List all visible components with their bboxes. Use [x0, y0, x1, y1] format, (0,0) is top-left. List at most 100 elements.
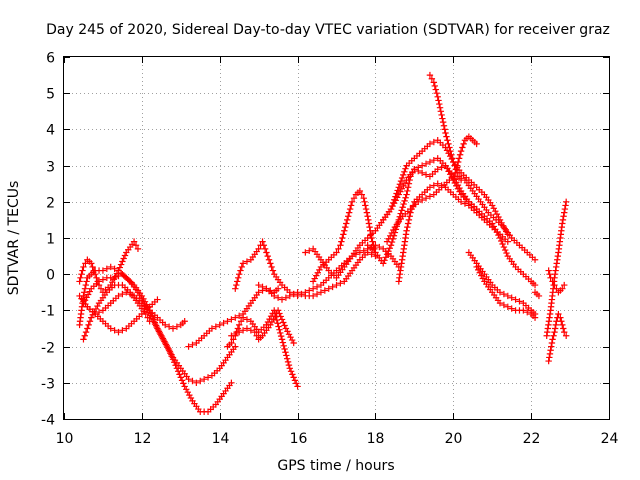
- data-point: [337, 242, 344, 249]
- data-point: [216, 321, 223, 329]
- data-point: [181, 318, 188, 325]
- data-point: [337, 280, 344, 287]
- data-point: [77, 274, 84, 282]
- data-point: [436, 100, 443, 108]
- data-point: [457, 147, 465, 155]
- data-point: [313, 290, 321, 298]
- data-point: [313, 272, 320, 279]
- data-point: [274, 307, 282, 314]
- data-point: [400, 171, 407, 179]
- data-point: [317, 289, 325, 296]
- data-point: [500, 290, 508, 298]
- data-point: [531, 281, 539, 289]
- data-point: [84, 325, 91, 332]
- data-point: [388, 202, 396, 210]
- data-point: [255, 289, 262, 296]
- data-point: [183, 386, 190, 393]
- data-point: [285, 331, 293, 338]
- data-point: [298, 290, 305, 298]
- data-point: [551, 328, 558, 336]
- data-point: [171, 359, 178, 366]
- series-track-25: [545, 267, 568, 296]
- data-point: [501, 246, 509, 254]
- data-point: [562, 332, 570, 339]
- data-point: [383, 251, 391, 258]
- data-point: [243, 325, 251, 332]
- data-point: [404, 223, 411, 231]
- data-point: [274, 294, 282, 301]
- data-point: [376, 243, 383, 251]
- data-point: [430, 79, 438, 86]
- data-point: [547, 274, 554, 282]
- data-point: [450, 176, 457, 184]
- data-point: [561, 328, 568, 336]
- data-point: [364, 249, 371, 256]
- data-point: [368, 234, 375, 242]
- data-point: [455, 155, 463, 162]
- series-track-21: [473, 263, 539, 321]
- data-point: [404, 184, 412, 191]
- data-point: [430, 182, 438, 189]
- data-point: [277, 332, 285, 340]
- data-point: [232, 314, 239, 321]
- data-point: [115, 267, 122, 274]
- data-point: [325, 285, 332, 292]
- y-axis-label: SDTVAR / TECUs: [6, 181, 22, 296]
- data-point: [498, 237, 505, 245]
- data-point: [276, 310, 283, 317]
- data-point: [399, 204, 406, 211]
- data-point: [253, 332, 260, 339]
- data-point: [500, 301, 508, 309]
- data-point: [189, 377, 196, 385]
- data-point: [83, 278, 90, 285]
- data-point: [561, 209, 568, 216]
- x-tick-label: 12: [134, 431, 152, 447]
- data-point: [440, 122, 448, 129]
- data-point: [273, 316, 281, 324]
- data-point: [453, 162, 461, 169]
- data-point: [237, 267, 244, 274]
- data-point: [176, 371, 183, 378]
- data-point: [228, 379, 235, 386]
- data-point: [237, 318, 245, 325]
- data-point: [184, 389, 191, 396]
- data-point: [169, 356, 177, 363]
- data-point: [333, 281, 340, 289]
- data-point: [302, 249, 309, 256]
- data-point: [80, 336, 87, 343]
- data-point: [112, 273, 119, 280]
- data-point: [398, 207, 405, 214]
- data-point: [111, 265, 118, 272]
- data-point: [243, 258, 251, 265]
- series-track-13: [309, 187, 379, 285]
- x-axis-label: GPS time / hours: [277, 458, 394, 474]
- data-point: [82, 328, 90, 336]
- data-point: [434, 166, 441, 173]
- data-point: [281, 322, 288, 329]
- series-track-6: [84, 296, 161, 336]
- data-point: [362, 205, 370, 213]
- data-point: [116, 264, 123, 271]
- data-point: [452, 169, 459, 177]
- y-tick-label: 3: [46, 160, 55, 176]
- data-point: [121, 252, 129, 259]
- data-point: [259, 283, 266, 291]
- data-point: [562, 202, 569, 209]
- data-point: [401, 197, 408, 205]
- data-point: [559, 220, 566, 227]
- data-point: [368, 251, 375, 258]
- data-point: [174, 368, 182, 375]
- data-point: [255, 281, 262, 289]
- data-point: [120, 255, 127, 262]
- data-point: [259, 238, 266, 245]
- data-point: [329, 283, 336, 291]
- data-point: [385, 248, 392, 255]
- data-point: [479, 275, 487, 282]
- data-point: [282, 294, 290, 301]
- data-point: [363, 209, 371, 216]
- data-point: [82, 281, 89, 289]
- data-point: [409, 169, 416, 177]
- data-point: [449, 155, 456, 162]
- data-point: [553, 285, 560, 292]
- data-point: [446, 144, 453, 151]
